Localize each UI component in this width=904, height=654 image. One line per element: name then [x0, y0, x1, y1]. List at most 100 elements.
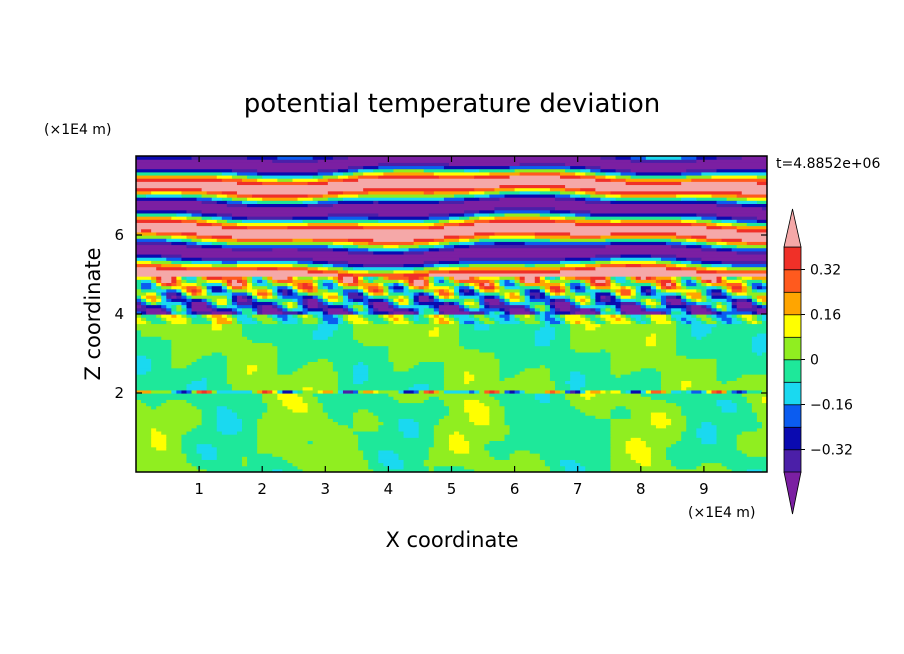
field-cell: [610, 241, 667, 246]
field-cell: [711, 282, 728, 287]
field-cell: [373, 301, 389, 306]
field-cell: [403, 298, 410, 302]
field-cell: [348, 295, 364, 299]
field-cell: [681, 285, 687, 290]
field-cell: [585, 326, 596, 331]
field-cell: [297, 393, 314, 397]
field-cell: [519, 298, 526, 302]
field-cell: [221, 244, 329, 249]
field-cell: [640, 320, 647, 325]
field-cell: [741, 374, 767, 378]
field-cell: [226, 358, 278, 362]
field-cell: [499, 279, 506, 283]
field-cell: [640, 437, 682, 441]
field-cell: [691, 235, 708, 239]
field-cell: [731, 247, 767, 252]
field-cell: [433, 279, 440, 283]
field-cell: [368, 310, 374, 315]
field-cell: [756, 285, 763, 290]
field-cell: [539, 317, 546, 321]
field-cell: [610, 361, 718, 366]
field-cell: [711, 244, 723, 249]
field-cell: [549, 320, 561, 325]
field-cell: [630, 279, 637, 283]
field-cell: [756, 427, 767, 432]
field-cell: [211, 285, 223, 290]
field-cell: [353, 279, 359, 283]
field-cell: [443, 361, 501, 366]
field-cell: [211, 304, 218, 309]
field-cell: [686, 418, 758, 423]
field-cell: [136, 427, 152, 432]
field-cell: [544, 310, 556, 315]
field-cell: [660, 288, 667, 293]
field-cell: [635, 320, 642, 325]
field-cell: [242, 320, 258, 325]
field-cell: [438, 389, 445, 394]
field-cell: [368, 295, 374, 299]
field-cell: [393, 301, 400, 306]
field-cell: [590, 276, 607, 280]
field-cell: [686, 263, 702, 268]
field-cell: [136, 377, 203, 381]
field-cell: [474, 241, 496, 246]
field-cell: [585, 200, 612, 204]
field-cell: [181, 291, 188, 296]
field-cell: [136, 235, 172, 239]
field-cell: [595, 253, 622, 258]
field-cell: [706, 332, 758, 337]
field-cell: [216, 200, 228, 204]
field-cell: [761, 314, 767, 318]
field-cell: [236, 295, 243, 299]
field-cell: [726, 197, 748, 201]
field-cell: [307, 405, 324, 410]
field-cell: [736, 405, 753, 410]
field-cell: [494, 279, 501, 283]
field-cell: [519, 171, 561, 176]
field-cell: [297, 389, 304, 394]
field-cell: [565, 465, 586, 470]
field-cell: [438, 279, 445, 283]
field-cell: [746, 295, 753, 299]
field-cell: [716, 323, 767, 328]
field-cell: [428, 446, 450, 451]
field-cell: [216, 446, 258, 451]
field-cell: [282, 307, 289, 312]
field-cell: [560, 282, 566, 287]
field-cell: [615, 304, 622, 309]
field-cell: [161, 307, 167, 312]
field-cell: [171, 295, 177, 299]
field-cell: [231, 285, 243, 290]
field-cell: [302, 386, 314, 391]
field-cell: [186, 298, 193, 302]
field-cell: [413, 383, 430, 388]
field-cell: [196, 197, 213, 201]
field-cell: [196, 276, 203, 280]
field-cell: [393, 282, 400, 287]
field-cell: [751, 285, 758, 290]
field-cell: [519, 190, 541, 195]
field-cell: [489, 301, 501, 306]
field-cell: [544, 317, 556, 321]
field-cell: [630, 168, 687, 173]
field-cell: [605, 310, 617, 315]
field-cell: [595, 291, 612, 296]
field-cell: [257, 295, 263, 299]
field-cell: [620, 310, 627, 315]
field-cell: [585, 171, 596, 176]
field-cell: [671, 279, 677, 283]
field-cell: [484, 282, 490, 287]
field-cell: [297, 291, 309, 296]
field-cell: [716, 304, 723, 309]
field-cell: [499, 377, 506, 381]
field-cell: [600, 323, 677, 328]
field-cell: [438, 288, 445, 293]
field-cell: [136, 370, 147, 375]
field-cell: [413, 317, 420, 321]
field-cell: [650, 389, 662, 394]
field-cell: [554, 329, 571, 334]
field-cell: [433, 190, 470, 195]
field-cell: [226, 241, 334, 246]
field-cell: [726, 301, 733, 306]
field-cell: [448, 216, 460, 220]
